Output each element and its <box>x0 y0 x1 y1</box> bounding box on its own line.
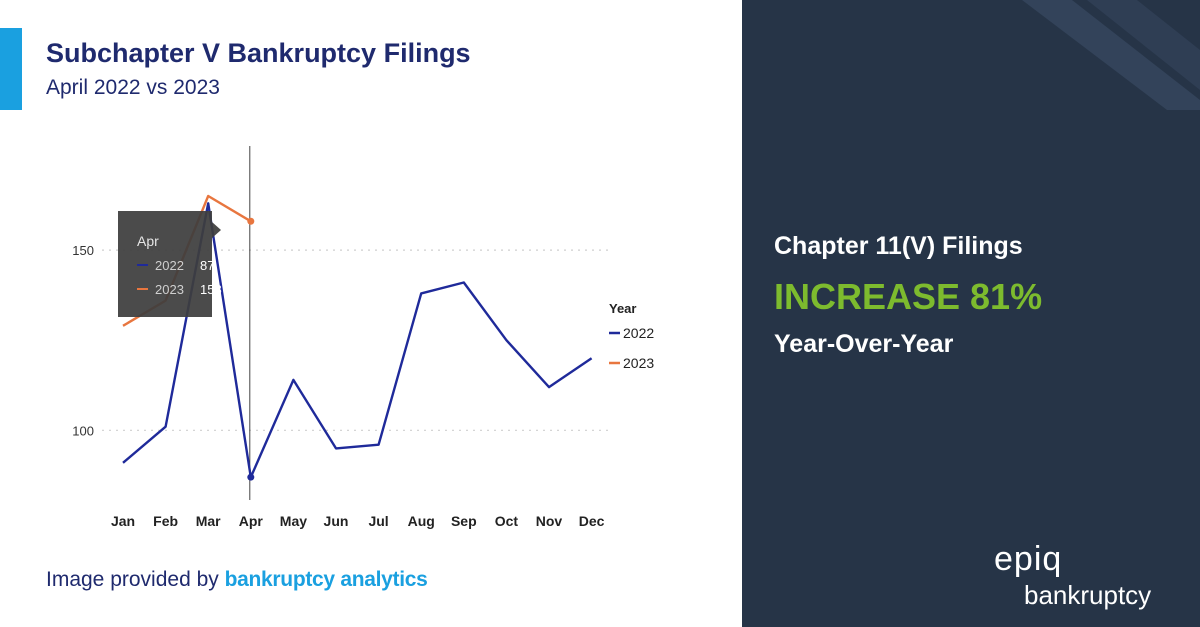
logo-wordmark-top: epiq <box>994 540 1063 578</box>
kpi-panel: Chapter 11(V) Filings INCREASE 81% Year-… <box>742 0 1200 627</box>
epiq-logo: epiq bankruptcy <box>994 540 1184 615</box>
line-chart: 100 150 Jan Feb Mar Apr May Jun Jul Aug Sep Oct Nov D… <box>72 146 654 529</box>
tooltip-box <box>118 211 212 317</box>
tooltip-title: Apr <box>137 233 159 249</box>
x-tick-label: Jun <box>324 513 349 529</box>
x-tick-label: Sep <box>451 513 477 529</box>
x-tick-label: Jan <box>111 513 135 529</box>
kpi-sub: Year-Over-Year <box>774 330 954 358</box>
x-tick-label: Oct <box>495 513 519 529</box>
tooltip-value: 158 <box>200 282 222 297</box>
tooltip-arrow <box>212 222 221 238</box>
tooltip-series-name: 2022 <box>155 258 184 273</box>
image-credit: Image provided by bankruptcy analytics <box>46 568 428 592</box>
tooltip-series-name: 2023 <box>155 282 184 297</box>
legend-label: 2023 <box>623 355 654 371</box>
x-tick-label: Dec <box>579 513 605 529</box>
x-tick-label: Feb <box>153 513 178 529</box>
decorative-stripes <box>1022 0 1200 110</box>
credit-brand[interactable]: bankruptcy analytics <box>224 568 428 591</box>
tooltip-value: 87 <box>200 258 214 273</box>
highlight-point-2022 <box>247 473 255 481</box>
y-tick-label: 150 <box>72 243 94 258</box>
x-tick-label: May <box>280 513 307 529</box>
x-tick-label: Nov <box>536 513 563 529</box>
chart-subtitle: April 2022 vs 2023 <box>46 76 220 99</box>
kpi-value: INCREASE 81% <box>774 276 1043 317</box>
legend-title: Year <box>609 301 636 316</box>
x-tick-label: Jul <box>368 513 388 529</box>
legend-label: 2022 <box>623 325 654 341</box>
chart-title: Subchapter V Bankruptcy Filings <box>46 38 471 68</box>
credit-prefix: Image provided by <box>46 568 225 591</box>
kpi-label: Chapter 11(V) Filings <box>774 232 1023 260</box>
y-tick-label: 100 <box>72 423 94 438</box>
x-tick-label: Aug <box>408 513 435 529</box>
x-tick-label: Mar <box>196 513 221 529</box>
chart-panel: Subchapter V Bankruptcy Filings April 20… <box>0 28 655 592</box>
logo-wordmark-bottom: bankruptcy <box>1024 580 1152 610</box>
highlight-point-2023 <box>247 217 255 225</box>
title-accent-bar <box>0 28 22 110</box>
x-tick-label: Apr <box>239 513 264 529</box>
